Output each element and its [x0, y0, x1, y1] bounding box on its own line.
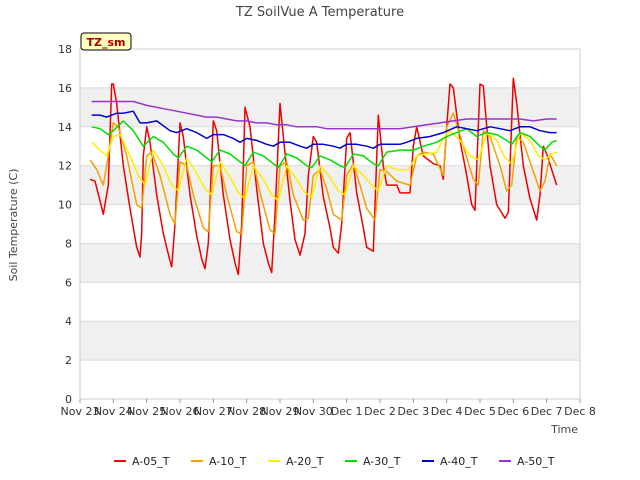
series-lines: [89, 77, 558, 276]
series-line-a-30_t: [91, 120, 557, 169]
legend-label: A-50_T: [517, 455, 555, 468]
legend-label: A-30_T: [363, 455, 401, 468]
axes: [79, 48, 581, 400]
y-tick-label: 4: [65, 315, 72, 328]
plot-band: [80, 87, 580, 127]
y-tick-label: 0: [65, 393, 72, 406]
y-axis-label: Soil Temperature (C): [7, 169, 20, 282]
y-tick-label: 2: [65, 354, 72, 367]
y-axis-ticks: 0 2 4 6 8 10 12 14 16 18: [58, 43, 72, 406]
x-tick-label: Nov 23: [61, 405, 100, 418]
x-tick-label: Dec 1: [331, 405, 363, 418]
legend: A-05_T A-10_T A-20_T A-30_T A-40_T A-50_T: [114, 455, 555, 468]
x-tick-label: Nov 27: [194, 405, 233, 418]
y-tick-label: 16: [58, 82, 72, 95]
x-tick-label: Dec 2: [364, 405, 396, 418]
y-tick-label: 6: [65, 276, 72, 289]
x-tick-label: Dec 4: [431, 405, 463, 418]
x-tick-label: Nov 26: [161, 405, 200, 418]
y-tick-label: 18: [58, 43, 72, 56]
legend-label: A-10_T: [209, 455, 247, 468]
chart-title: TZ SoilVue A Temperature: [235, 5, 404, 20]
legend-label: A-40_T: [440, 455, 478, 468]
x-tick-label: Dec 8: [564, 405, 596, 418]
y-tick-label: 10: [58, 199, 72, 212]
x-tick-label: Nov 24: [94, 405, 133, 418]
x-tick-label: Dec 3: [397, 405, 429, 418]
x-tick-label: Nov 28: [227, 405, 266, 418]
site-tag-label: TZ_sm: [87, 36, 126, 49]
x-tick-label: Nov 25: [127, 405, 166, 418]
plot-band: [80, 165, 580, 205]
series-line-a-20_t: [91, 129, 557, 202]
plot-frame: [79, 48, 581, 400]
plot-band: [80, 243, 580, 283]
site-tag-badge: TZ_sm: [80, 32, 132, 51]
x-axis-label: Time: [550, 423, 578, 436]
y-tick-label: 12: [58, 160, 72, 173]
series-line-a-05_t: [89, 77, 558, 276]
site-tag-box: [80, 32, 132, 51]
x-tick-label: Nov 29: [261, 405, 300, 418]
x-tick-label: Dec 5: [464, 405, 496, 418]
plot-band: [80, 321, 580, 361]
x-tick-label: Dec 7: [531, 405, 563, 418]
y-tick-label: 8: [65, 237, 72, 250]
x-tick-label: Nov 30: [294, 405, 333, 418]
x-tick-label: Dec 6: [497, 405, 529, 418]
legend-label: A-05_T: [132, 455, 170, 468]
legend-label: A-20_T: [286, 455, 324, 468]
plot-background: [80, 49, 580, 399]
y-tick-label: 14: [58, 121, 72, 134]
series-line-a-50_t: [91, 100, 557, 130]
series-line-a-40_t: [91, 110, 557, 149]
